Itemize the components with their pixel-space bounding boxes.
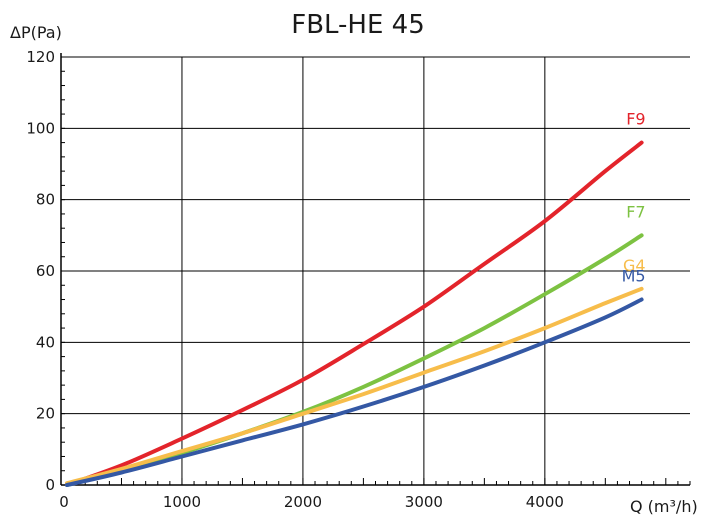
- x-tick-label: 3000: [405, 493, 443, 511]
- series-line-f7: [67, 235, 642, 485]
- x-axis-label: Q (m³/h): [630, 497, 698, 516]
- y-tick-label: 60: [36, 262, 55, 280]
- y-tick-label: 0: [45, 476, 55, 494]
- axes: [61, 53, 690, 485]
- tick-labels: 0 1000 2000 3000 4000 0 20 40 60 80 100 120: [26, 48, 564, 511]
- y-tick-label: 40: [36, 333, 55, 351]
- x-tick-label: 4000: [526, 493, 564, 511]
- series-line-f9: [67, 143, 642, 485]
- grid: [61, 57, 690, 485]
- y-tick-label: 120: [26, 48, 55, 66]
- x-tick-label: 2000: [284, 493, 322, 511]
- x-tick-label: 1000: [163, 493, 201, 511]
- y-tick-label: 20: [36, 405, 55, 423]
- series-label-m5: M5: [622, 267, 646, 286]
- y-tick-label: 80: [36, 191, 55, 209]
- series-label-f7: F7: [626, 202, 645, 221]
- series-line-g4: [67, 289, 642, 483]
- y-axis-label: ΔP(Pa): [10, 23, 62, 42]
- x-tick-label: 0: [59, 493, 69, 511]
- series-lines: [67, 143, 642, 485]
- chart-title: FBL-HE 45: [291, 10, 425, 40]
- series-label-f9: F9: [626, 110, 645, 129]
- y-tick-label: 100: [26, 119, 55, 137]
